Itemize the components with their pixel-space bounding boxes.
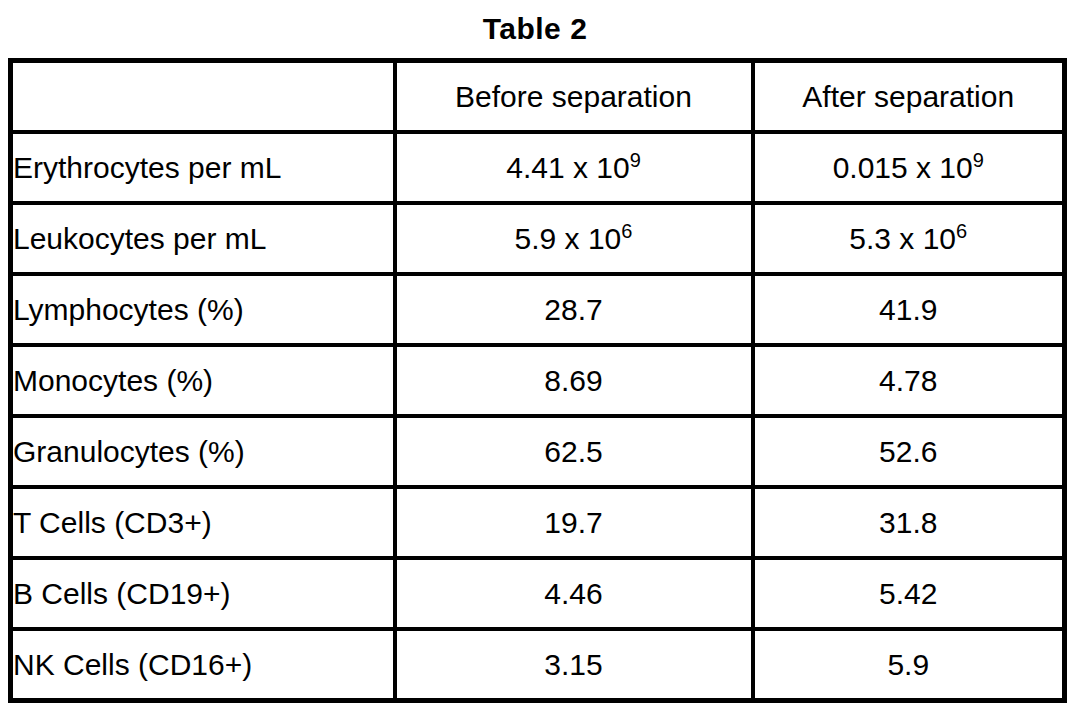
corner-cell [11, 61, 395, 133]
before-value: 5.9 x 106 [395, 203, 753, 274]
column-header: After separation [753, 61, 1065, 133]
before-value: 28.7 [395, 274, 753, 345]
exponent: 9 [973, 149, 984, 171]
row-label: Leukocytes per mL [11, 203, 395, 274]
after-value: 5.42 [753, 558, 1065, 629]
page-title: Table 2 [8, 12, 1062, 46]
row-label: Erythrocytes per mL [11, 132, 395, 203]
before-value: 62.5 [395, 416, 753, 487]
results-table: Before separationAfter separation Erythr… [8, 58, 1067, 703]
table-row: Monocytes (%)8.694.78 [11, 345, 1065, 416]
before-value: 19.7 [395, 487, 753, 558]
exponent: 9 [630, 149, 641, 171]
after-value: 5.3 x 106 [753, 203, 1065, 274]
row-label: T Cells (CD3+) [11, 487, 395, 558]
column-header: Before separation [395, 61, 753, 133]
header-row: Before separationAfter separation [11, 61, 1065, 133]
exponent: 6 [956, 220, 967, 242]
before-value: 3.15 [395, 629, 753, 701]
table-row: Leukocytes per mL5.9 x 1065.3 x 106 [11, 203, 1065, 274]
before-value: 8.69 [395, 345, 753, 416]
row-label: NK Cells (CD16+) [11, 629, 395, 701]
row-label: Lymphocytes (%) [11, 274, 395, 345]
table-body: Erythrocytes per mL4.41 x 1090.015 x 109… [11, 132, 1065, 701]
table-row: Granulocytes (%)62.552.6 [11, 416, 1065, 487]
after-value: 41.9 [753, 274, 1065, 345]
table-row: Lymphocytes (%)28.741.9 [11, 274, 1065, 345]
row-label: Monocytes (%) [11, 345, 395, 416]
before-value: 4.46 [395, 558, 753, 629]
table-row: Erythrocytes per mL4.41 x 1090.015 x 109 [11, 132, 1065, 203]
after-value: 52.6 [753, 416, 1065, 487]
after-value: 0.015 x 109 [753, 132, 1065, 203]
table-row: NK Cells (CD16+)3.155.9 [11, 629, 1065, 701]
table-row: T Cells (CD3+)19.731.8 [11, 487, 1065, 558]
before-value: 4.41 x 109 [395, 132, 753, 203]
after-value: 4.78 [753, 345, 1065, 416]
after-value: 5.9 [753, 629, 1065, 701]
after-value: 31.8 [753, 487, 1065, 558]
row-label: B Cells (CD19+) [11, 558, 395, 629]
row-label: Granulocytes (%) [11, 416, 395, 487]
exponent: 6 [621, 220, 632, 242]
table-row: B Cells (CD19+)4.465.42 [11, 558, 1065, 629]
